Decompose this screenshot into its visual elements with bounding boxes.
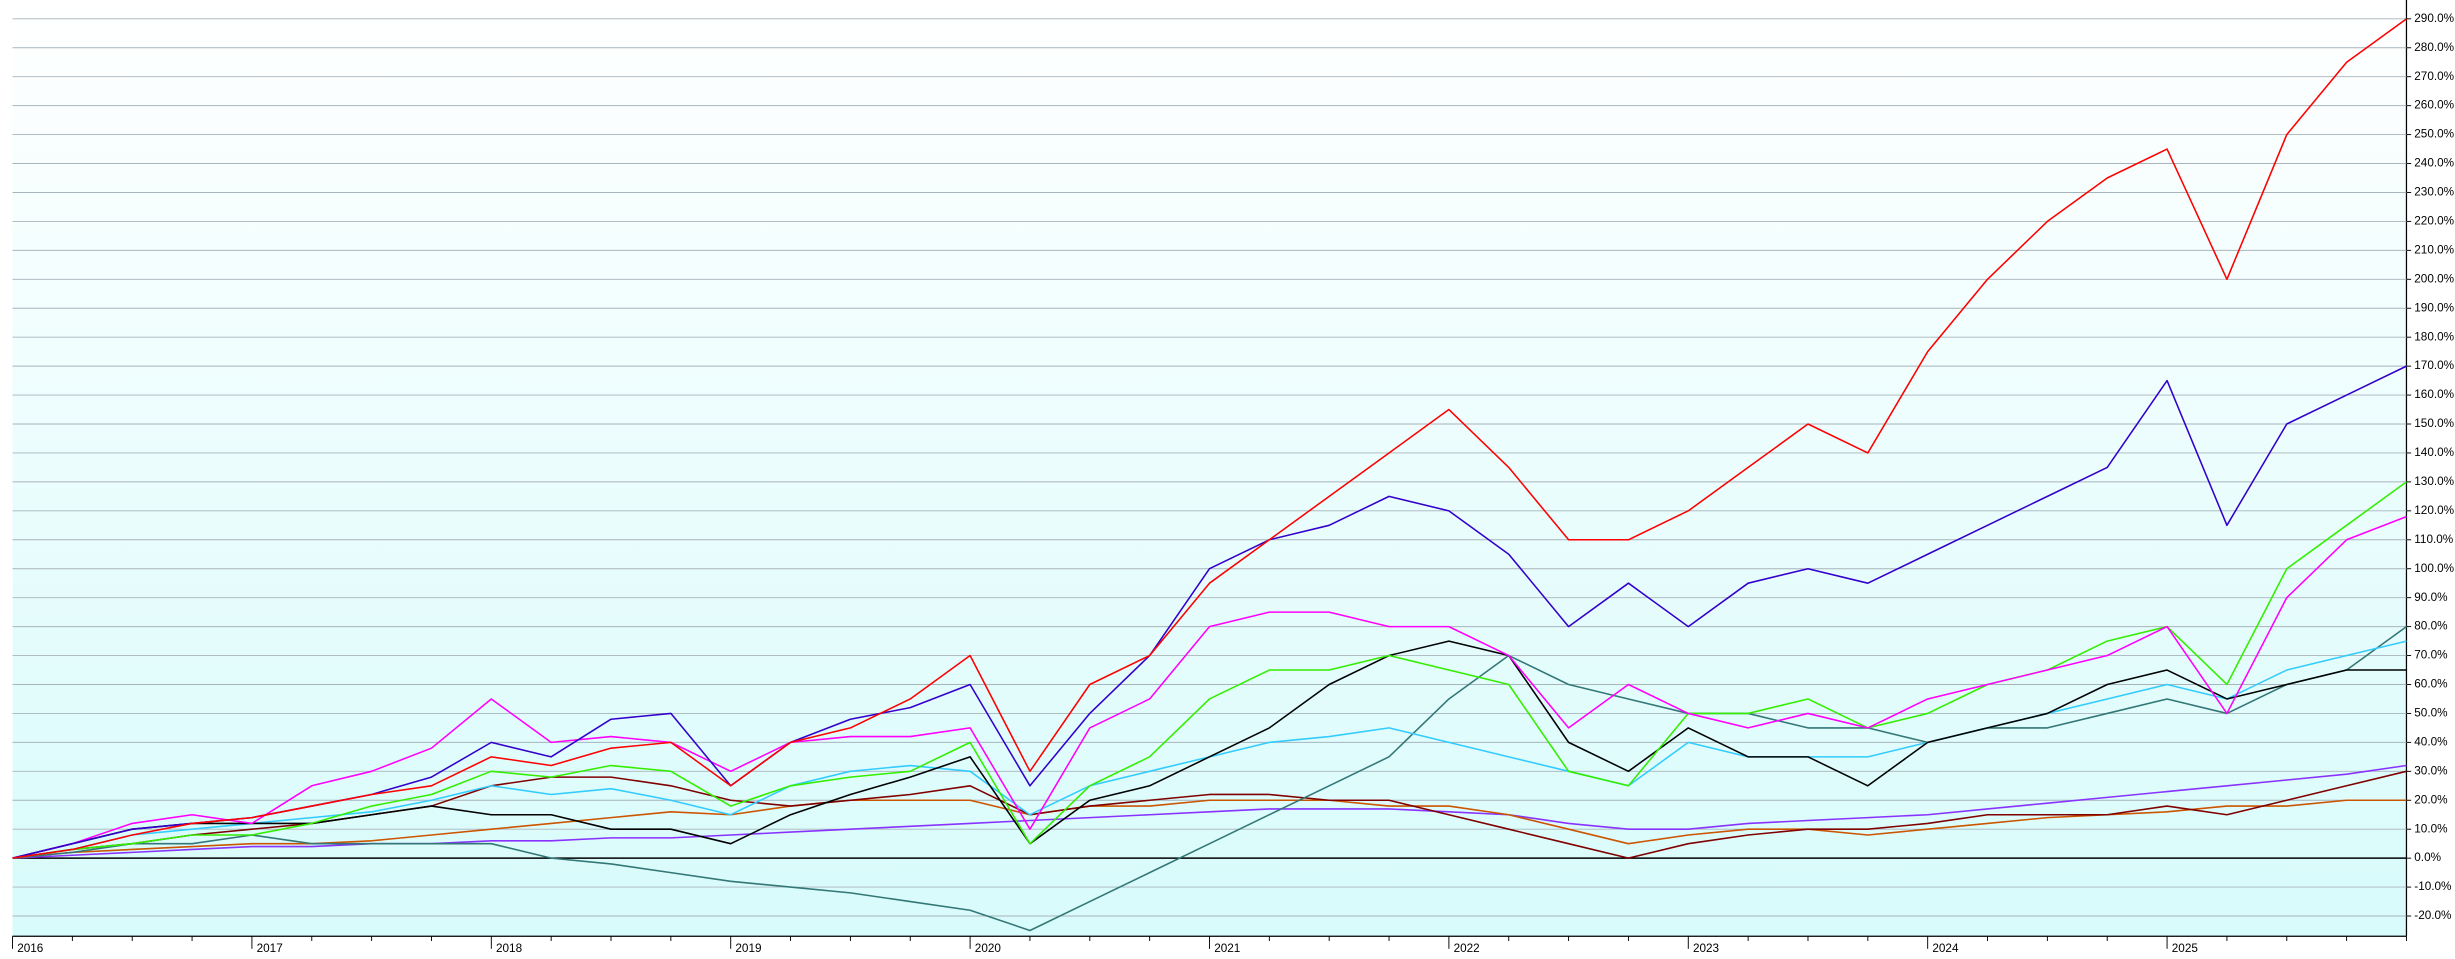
plot-background <box>12 0 2407 937</box>
y-tick-label: 270.0% <box>2414 70 2454 83</box>
y-tick-label: 0.0% <box>2414 851 2441 864</box>
y-tick-label: 260.0% <box>2414 99 2454 112</box>
y-tick-label: 60.0% <box>2414 678 2448 691</box>
y-tick-label: 290.0% <box>2414 12 2454 25</box>
x-tick-label: 2024 <box>1932 942 1959 955</box>
y-tick-label: 20.0% <box>2414 793 2448 806</box>
y-tick-label: 210.0% <box>2414 243 2454 256</box>
series-line <box>12 515 2407 859</box>
y-tick-label: 200.0% <box>2414 272 2454 285</box>
x-tick-label: 2016 <box>17 942 44 955</box>
y-tick-label: 230.0% <box>2414 186 2454 199</box>
y-tick-label: 120.0% <box>2414 504 2454 517</box>
series-line <box>12 640 2407 859</box>
y-tick-label: 220.0% <box>2414 215 2454 228</box>
y-tick-label: 80.0% <box>2414 620 2448 633</box>
y-tick-label: 250.0% <box>2414 128 2454 141</box>
y-tick-label: 280.0% <box>2414 41 2454 54</box>
x-tick-label: 2020 <box>975 942 1002 955</box>
y-tick-label: 40.0% <box>2414 735 2448 748</box>
y-tick-label: 50.0% <box>2414 707 2448 720</box>
y-tick-label: 190.0% <box>2414 301 2454 314</box>
y-tick-label: 10.0% <box>2414 822 2448 835</box>
y-tick-label: 140.0% <box>2414 446 2454 459</box>
y-tick-label: 160.0% <box>2414 388 2454 401</box>
y-tick-label: -20.0% <box>2414 909 2452 922</box>
y-tick-label: 150.0% <box>2414 417 2454 430</box>
y-tick-label: -10.0% <box>2414 880 2452 893</box>
y-tick-label: 90.0% <box>2414 591 2448 604</box>
series-line <box>12 799 2407 859</box>
series-line <box>12 625 2407 932</box>
y-tick-label: 100.0% <box>2414 562 2454 575</box>
x-tick-label: 2017 <box>257 942 283 955</box>
series-line <box>12 365 2407 859</box>
y-tick-label: 70.0% <box>2414 649 2448 662</box>
y-tick-label: 180.0% <box>2414 330 2454 343</box>
x-tick-label: 2025 <box>2172 942 2199 955</box>
y-tick-label: 240.0% <box>2414 157 2454 170</box>
y-tick-label: 170.0% <box>2414 359 2454 372</box>
x-tick-label: 2021 <box>1214 942 1240 955</box>
x-tick-label: 2019 <box>735 942 761 955</box>
x-tick-label: 2023 <box>1693 942 1720 955</box>
y-tick-label: 30.0% <box>2414 764 2448 777</box>
y-tick-label: 130.0% <box>2414 475 2454 488</box>
x-tick-label: 2022 <box>1454 942 1480 955</box>
y-tick-label: 110.0% <box>2414 533 2453 546</box>
series-line <box>12 18 2407 859</box>
x-tick-label: 2018 <box>496 942 523 955</box>
